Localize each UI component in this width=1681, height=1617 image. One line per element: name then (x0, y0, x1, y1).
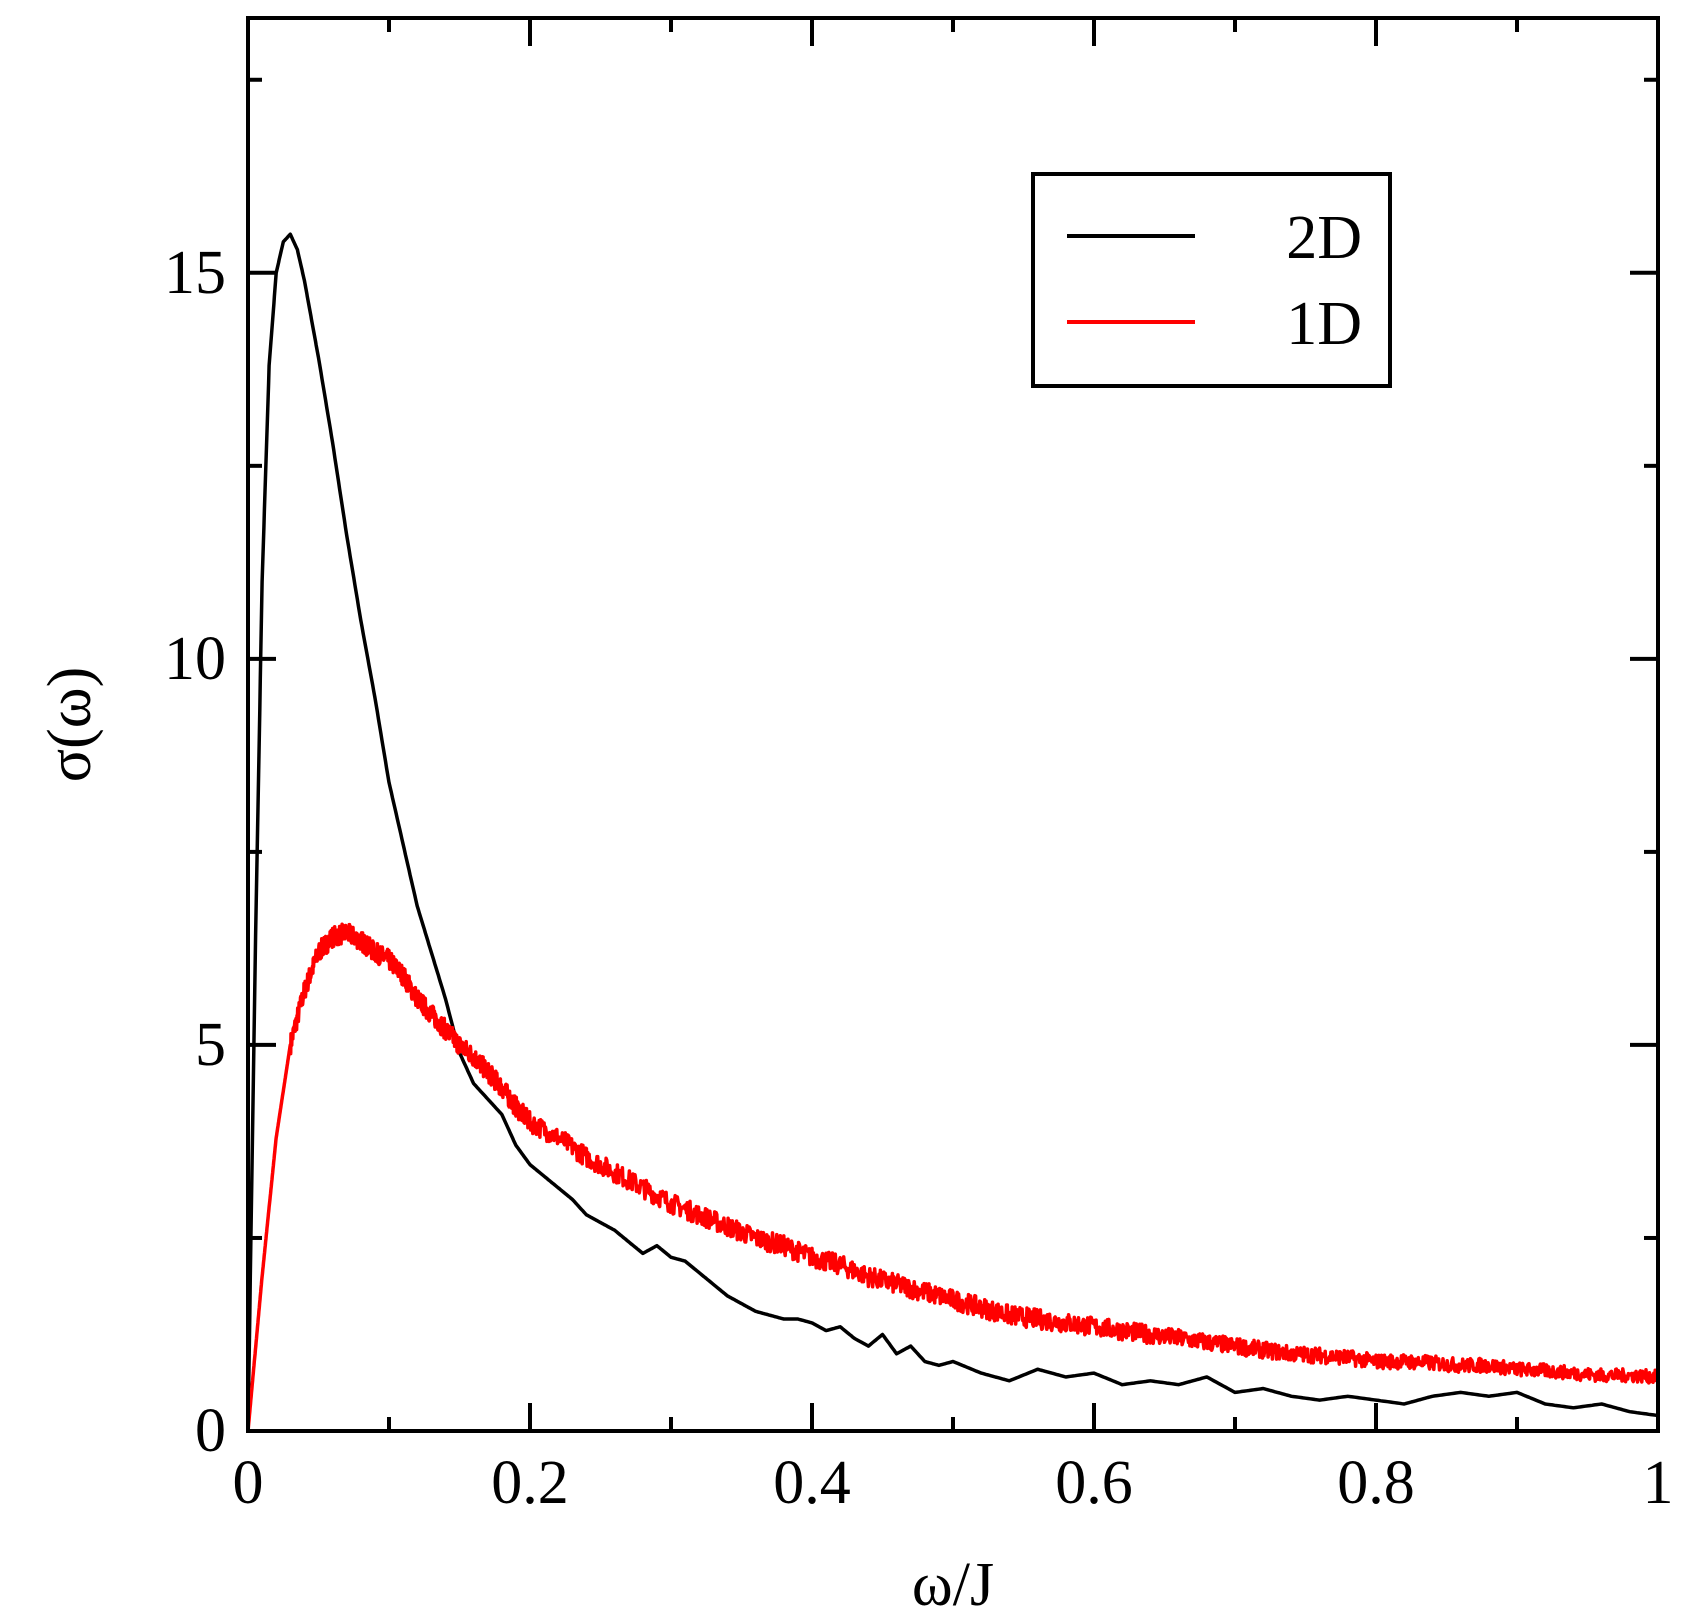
x-tick-label: 0.4 (773, 1449, 851, 1517)
y-axis-title: σ(ω) (36, 667, 104, 783)
x-tick-label: 0.6 (1055, 1449, 1133, 1517)
y-tick-label: 10 (164, 625, 226, 693)
x-axis-title: ω/J (912, 1551, 994, 1617)
legend-label-2d: 2D (1286, 204, 1362, 272)
legend-label-1d: 1D (1286, 290, 1362, 358)
y-tick-label: 0 (195, 1397, 226, 1465)
series-line-2d (246, 232, 1659, 1432)
x-tick-label: 0.8 (1337, 1449, 1415, 1517)
plot-frame (246, 16, 1660, 1433)
x-tick-label: 0.2 (491, 1449, 569, 1517)
legend-box (1031, 172, 1392, 388)
x-tick-label: 1 (1643, 1449, 1674, 1517)
y-tick-label: 15 (164, 239, 226, 307)
series-layer (246, 232, 1660, 1432)
series-line-1d (246, 922, 1660, 1432)
y-tick-label: 5 (195, 1011, 226, 1079)
x-tick-label: 0 (233, 1449, 264, 1517)
